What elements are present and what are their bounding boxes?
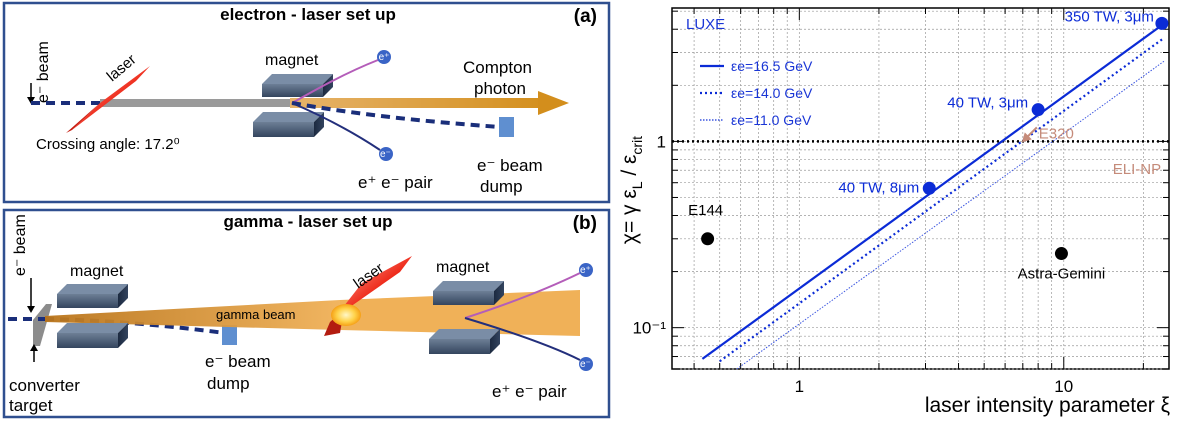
panel-a-electron-label: e⁻ <box>380 149 391 160</box>
panel-a-beam-dump <box>499 117 514 137</box>
legend-label-3: εe=11.0 GeV <box>731 112 812 128</box>
legend-label-1: εe=16.5 GeV <box>731 58 813 74</box>
panel-b-magnet-left-bottom <box>57 323 128 348</box>
panel-a-electron-dot <box>379 147 393 161</box>
panel-a-pair-label: e⁺ e⁻ pair <box>358 173 433 192</box>
panel-a-positron-label: e⁺ <box>379 52 390 63</box>
panel-b-converter-arrowhead <box>30 344 38 351</box>
panel-a-crossing-angle: Crossing angle: 17.2⁰ <box>36 136 180 153</box>
panel-a-positron-track <box>291 59 379 104</box>
x-axis-label: laser intensity parameter ξ <box>925 394 1170 417</box>
data-point-2 <box>1031 103 1045 117</box>
data-point-3 <box>922 181 936 195</box>
marks-group: 350 TW, 3μm 40 TW, 3μm 40 TW, 8μm E144 Astra… <box>688 8 1169 283</box>
y-tick-label: 10⁻¹ <box>632 319 666 338</box>
panel-a-dumped-beam <box>291 101 501 129</box>
panel-b-magnet-left-label: magnet <box>70 263 124 280</box>
panel-b-magnet-right-label: magnet <box>436 259 490 276</box>
panel-b-positron-dot <box>579 263 593 277</box>
data-point-1 <box>1155 16 1169 30</box>
panel-b-converter-label-2: target <box>9 396 53 415</box>
y-axis-label: χ= γ εL / εcrit <box>618 136 645 244</box>
panel-b-converter-target <box>33 304 52 346</box>
panel-a-title: electron - laser set up <box>220 5 396 24</box>
data-point-label-2: 40 TW, 3μm <box>947 95 1028 112</box>
panel-a-compton-label-1: Compton <box>463 58 532 77</box>
panel-b-dump-label-2: dump <box>207 374 250 393</box>
panel-b-gamma-beam-wide <box>340 290 580 336</box>
panel-a-beam-line <box>100 99 295 107</box>
panel-b-converter-label-1: converter <box>9 376 80 395</box>
chart: 1 10 10⁻¹ 1 350 TW, 3μm 40 TW, 3μm 40 TW, 8μm… <box>618 7 1170 417</box>
panel-b-positron-label: e⁺ <box>580 265 591 276</box>
data-point-5 <box>1054 247 1068 261</box>
panel-b-magnet-left-top <box>57 284 128 308</box>
panel-b-ebeam-arrowhead <box>27 306 35 313</box>
data-point-label-1: 350 TW, 3μm <box>1065 8 1154 25</box>
panel-b-positron-track <box>464 272 581 319</box>
panel-a: electron - laser set up (a) e⁻ beam lase… <box>2 1 611 204</box>
panel-a-electron-track <box>291 102 381 151</box>
panel-a-ebeam-label: e⁻ beam <box>35 41 52 103</box>
panel-a-ebeam-arrowhead <box>27 97 35 104</box>
panel-a-dump-label-2: dump <box>480 177 523 196</box>
panel-b-title: gamma - laser set up <box>223 212 392 231</box>
data-point-label-4: E144 <box>688 202 723 219</box>
series-line-3 <box>736 60 1165 369</box>
panel-b-laser-cone <box>342 256 412 312</box>
legend-label-2: εe=14.0 GeV <box>731 85 813 101</box>
panel-b-gamma-label: gamma beam <box>216 307 295 322</box>
legend: εe=16.5 GeV εe=14.0 GeV εe=11.0 GeV <box>700 58 813 128</box>
annotation-arrowhead-1 <box>1021 132 1032 143</box>
panel-a-magnet-label: magnet <box>265 52 319 69</box>
panel-a-positron-dot <box>377 50 391 64</box>
grid <box>672 8 1169 370</box>
data-point-label-3: 40 TW, 8μm <box>838 179 919 196</box>
x-tick-label: 1 <box>795 377 804 396</box>
chart-tag: LUXE <box>686 16 725 33</box>
panel-b-magnet-right-top <box>433 281 504 305</box>
panel-b-gamma-beam <box>45 300 340 330</box>
plot-frame <box>671 7 1170 370</box>
x-tick-label: 10 <box>1054 377 1073 396</box>
panel-b-pair-label: e⁺ e⁻ pair <box>492 382 567 401</box>
panel-b-beam-dump <box>222 325 237 345</box>
annotation-label-1: E320 <box>1039 125 1074 142</box>
y-tick-label: 1 <box>657 132 666 151</box>
axis-ticks: 1 10 10⁻¹ 1 <box>632 8 1169 396</box>
panel-a-compton-arrowhead <box>538 91 569 115</box>
panel-a-compton-beam <box>290 98 540 108</box>
panel-b-electron-label: e⁻ <box>580 359 591 370</box>
panel-b-magnet-right-bottom <box>429 329 500 354</box>
panel-a-laser-cone-top <box>72 66 150 130</box>
annotation-label-2: ELI-NP <box>1113 161 1161 178</box>
panel-b: gamma - laser set up (b) e⁻ beam gamma b… <box>2 208 611 419</box>
series-line-2 <box>719 36 1165 363</box>
panel-b-ebeam-label: e⁻ beam <box>12 214 29 276</box>
panel-b-electron-track <box>464 317 581 361</box>
panel-b-letter: (b) <box>573 213 597 234</box>
panel-a-compton-label-2: photon <box>474 79 526 98</box>
panel-b-interaction-point <box>331 304 361 326</box>
panel-a-dump-label-1: e⁻ beam <box>477 156 543 175</box>
panel-b-dump-label-1: e⁻ beam <box>205 352 271 371</box>
panel-a-laser-cone-tip <box>66 103 100 133</box>
panel-a-magnet-bottom <box>253 112 324 137</box>
panel-a-letter: (a) <box>574 6 597 27</box>
data-point-4 <box>701 232 715 246</box>
data-point-label-5: Astra-Gemini <box>1018 266 1106 283</box>
panel-b-electron-dot <box>579 357 593 371</box>
